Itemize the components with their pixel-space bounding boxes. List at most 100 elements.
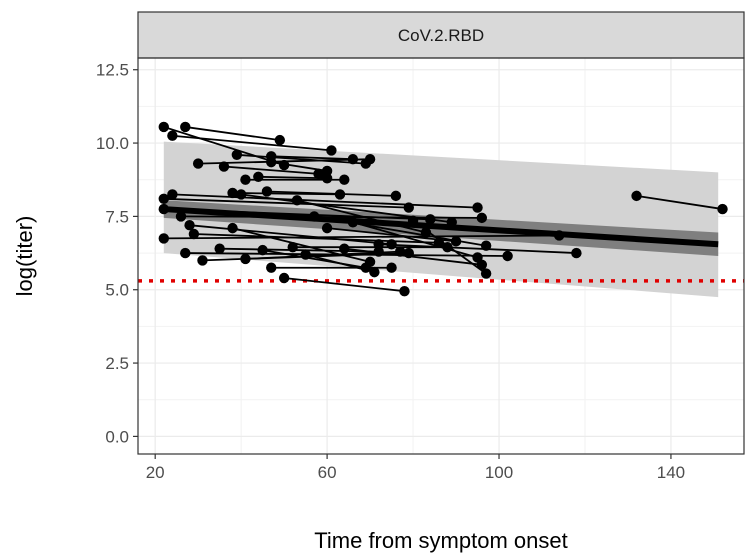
data-point bbox=[214, 243, 225, 254]
data-point bbox=[188, 228, 200, 240]
data-point bbox=[390, 190, 402, 202]
data-point bbox=[476, 212, 488, 224]
subject-series bbox=[167, 130, 337, 156]
facet-strip bbox=[137, 11, 745, 59]
y-axis-ticks: 0.0 2.5 5.0 7.5 10.0 12.5 bbox=[96, 61, 138, 446]
x-axis-title: Time from symptom onset bbox=[314, 528, 567, 553]
data-point bbox=[227, 222, 238, 234]
y-tick-label: 10.0 bbox=[96, 134, 129, 153]
subject-line bbox=[219, 247, 379, 253]
y-axis-title: log(titer) bbox=[12, 216, 37, 297]
subject-series bbox=[158, 121, 728, 297]
data-point bbox=[717, 203, 728, 215]
data-point bbox=[274, 134, 286, 146]
data-point bbox=[240, 174, 251, 185]
data-point bbox=[300, 249, 311, 260]
data-point bbox=[321, 222, 333, 234]
subject-line bbox=[327, 227, 457, 243]
subject-series bbox=[261, 186, 402, 202]
data-point bbox=[313, 168, 324, 180]
data-point bbox=[266, 262, 277, 273]
subject-line bbox=[305, 253, 375, 274]
data-point bbox=[158, 233, 169, 244]
facet-label: CoV.2.RBD bbox=[398, 26, 484, 45]
data-point bbox=[571, 247, 582, 259]
data-point bbox=[360, 158, 371, 169]
subject-line bbox=[189, 224, 392, 246]
subject-line bbox=[163, 126, 285, 166]
subject-series bbox=[167, 189, 483, 213]
data-point bbox=[261, 186, 273, 197]
plot-panel-border bbox=[137, 57, 745, 455]
data-point bbox=[321, 165, 333, 177]
subject-line bbox=[258, 175, 328, 180]
data-point bbox=[180, 121, 191, 133]
data-point bbox=[339, 174, 350, 185]
data-point bbox=[472, 202, 483, 213]
data-point bbox=[450, 236, 462, 247]
data-point bbox=[235, 189, 247, 200]
y-tick-label: 12.5 bbox=[96, 61, 129, 80]
subject-series bbox=[266, 156, 333, 177]
data-point bbox=[287, 242, 298, 253]
data-point bbox=[218, 161, 230, 172]
subject-line bbox=[271, 161, 328, 172]
data-point bbox=[197, 255, 208, 266]
data-point bbox=[158, 193, 169, 204]
data-point bbox=[180, 247, 191, 259]
data-point bbox=[339, 243, 350, 254]
x-tick-label: 140 bbox=[657, 463, 685, 482]
subject-series bbox=[373, 239, 582, 259]
subject-line bbox=[271, 155, 353, 161]
data-point bbox=[399, 286, 410, 297]
subject-series bbox=[180, 121, 286, 146]
data-point bbox=[167, 130, 178, 141]
data-point bbox=[472, 252, 483, 263]
data-point bbox=[266, 156, 277, 168]
y-tick-label: 0.0 bbox=[105, 427, 129, 446]
subject-line bbox=[412, 220, 487, 275]
data-point bbox=[480, 268, 492, 279]
data-point bbox=[184, 220, 195, 231]
y-tick-label: 5.0 bbox=[105, 281, 129, 300]
subject-line bbox=[344, 247, 482, 266]
subject-line bbox=[172, 134, 332, 152]
data-point bbox=[373, 246, 384, 257]
subject-line bbox=[284, 277, 405, 293]
subject-line bbox=[163, 234, 560, 240]
subject-series bbox=[253, 171, 333, 184]
data-point bbox=[158, 121, 169, 133]
subject-line bbox=[378, 243, 577, 254]
data-point bbox=[167, 189, 178, 200]
subject-line bbox=[223, 165, 319, 175]
data-point bbox=[192, 158, 204, 169]
data-point bbox=[631, 190, 642, 202]
subject-series bbox=[321, 222, 462, 247]
subject-series bbox=[266, 262, 397, 273]
data-point bbox=[321, 173, 333, 184]
data-point bbox=[240, 253, 251, 265]
subject-line bbox=[236, 153, 366, 165]
subject-line bbox=[232, 227, 371, 263]
subject-line bbox=[193, 233, 439, 244]
data-point bbox=[291, 195, 303, 206]
subject-line bbox=[266, 190, 396, 197]
subject-series bbox=[278, 272, 410, 297]
x-tick-label: 60 bbox=[318, 463, 337, 482]
x-axis-ticks: 20 60 100 140 bbox=[146, 454, 685, 482]
subject-series bbox=[631, 190, 728, 215]
data-point bbox=[386, 262, 397, 273]
data-point bbox=[278, 272, 290, 284]
data-point bbox=[257, 244, 268, 256]
data-point bbox=[373, 239, 384, 250]
y-tick-label: 7.5 bbox=[105, 207, 129, 226]
subject-series bbox=[300, 249, 380, 278]
data-point bbox=[347, 154, 359, 165]
data-point bbox=[231, 149, 243, 160]
subject-series bbox=[231, 149, 371, 169]
data-point bbox=[369, 266, 380, 278]
subject-series bbox=[214, 243, 384, 257]
fit-line bbox=[163, 206, 719, 248]
subject-line bbox=[163, 197, 409, 209]
